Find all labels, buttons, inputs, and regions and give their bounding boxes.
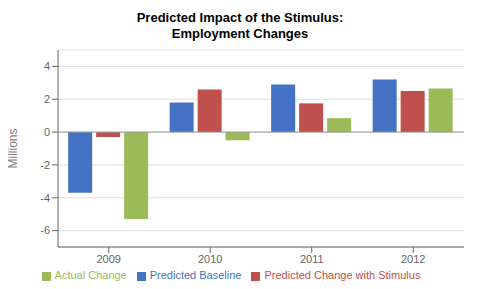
svg-text:-6: -6 <box>40 224 50 236</box>
svg-text:-4: -4 <box>40 192 50 204</box>
svg-text:4: 4 <box>44 60 50 72</box>
html-text:Employment Changes: Employment Changes <box>171 26 309 41</box>
html-text:Predicted Baseline: Predicted Baseline <box>149 269 242 281</box>
svg-text:2009: 2009 <box>97 253 121 265</box>
svg-text:2012: 2012 <box>401 253 425 265</box>
svg-text:Millions: Millions <box>8 128 20 168</box>
svg-text:-2: -2 <box>40 159 50 171</box>
svg-text:2: 2 <box>44 93 50 105</box>
html-text:Predicted Change with Stimulus: Predicted Change with Stimulus <box>264 269 421 281</box>
html-text:Predicted Impact of the Stimul: Predicted Impact of the Stimulus: <box>136 10 344 25</box>
svg-text:2011: 2011 <box>300 253 324 265</box>
svg-text:2010: 2010 <box>198 253 222 265</box>
html-text:Actual Change: Actual Change <box>54 269 127 281</box>
svg-text:0: 0 <box>44 126 50 138</box>
